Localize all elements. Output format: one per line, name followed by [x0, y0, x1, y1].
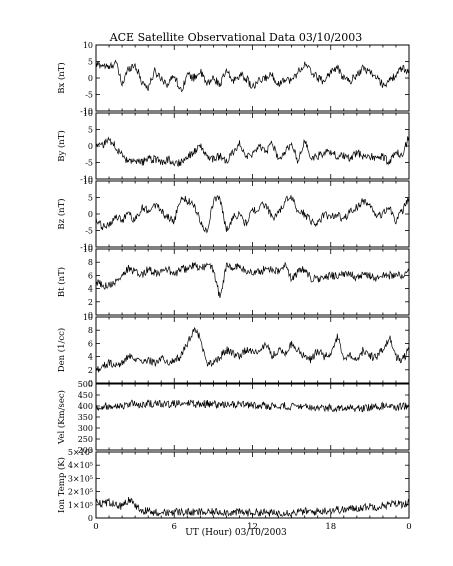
y-tick-label-1-1: -5: [85, 159, 93, 168]
y-tick-label-3-5: 10: [83, 245, 93, 254]
y-axis-label-6: Ion Temp (K): [56, 457, 67, 513]
y-tick-label-5-5: 450: [78, 391, 93, 400]
y-tick-label-2-0: -10: [80, 243, 93, 252]
y-tick-label-4-3: 6: [88, 339, 93, 348]
y-tick-label-6-5: 5×10⁵: [68, 448, 93, 457]
y-tick-label-1-0: -10: [80, 175, 93, 184]
y-tick-label-3-4: 8: [88, 258, 93, 267]
y-tick-label-2-1: -5: [85, 227, 93, 236]
y-tick-label-3-3: 6: [88, 271, 93, 280]
y-tick-label-0-1: -5: [85, 91, 93, 100]
series-line-4: [95, 326, 410, 373]
panel-frame-5: [95, 383, 410, 451]
y-tick-label-5-2: 300: [78, 424, 93, 433]
panel-frame-3: [95, 248, 410, 316]
y-tick-label-6-3: 3×10⁵: [68, 474, 93, 483]
y-tick-label-4-1: 2: [88, 366, 93, 375]
series-line-0: [95, 59, 410, 92]
chart-title: ACE Satellite Observational Data 03/10/2…: [109, 31, 363, 44]
panel-frame-1: [95, 112, 410, 180]
x-axis-label: UT (Hour) 03/10/2003: [185, 527, 287, 538]
y-tick-label-6-0: 0: [88, 514, 93, 523]
y-tick-label-0-4: 10: [83, 41, 93, 50]
y-axis-label-0: Bx (nT): [56, 62, 67, 94]
y-tick-label-5-4: 400: [78, 402, 93, 411]
y-tick-label-1-4: 10: [83, 109, 93, 118]
y-axis-label-5: Vel (Km/sec): [56, 390, 67, 445]
series-line-6: [95, 496, 410, 518]
y-tick-label-2-3: 5: [88, 194, 93, 203]
x-tick-label-1: 6: [172, 522, 177, 532]
y-tick-label-4-2: 4: [88, 353, 93, 362]
y-tick-label-0-2: 0: [88, 74, 93, 83]
y-tick-label-2-4: 10: [83, 177, 93, 186]
y-tick-label-2-2: 0: [88, 210, 93, 219]
x-tick-label-2: 12: [247, 522, 258, 532]
chart-panels: -10 -5 0 5 10 Bx (nT) -10 -5 0 5 10 By (nT) -10 -5 0 5 1…: [56, 41, 412, 532]
y-axis-label-4: Den (1/cc): [56, 328, 67, 372]
y-tick-label-3-2: 4: [88, 285, 93, 294]
y-tick-label-4-4: 8: [88, 326, 93, 335]
y-tick-label-5-0: 200: [78, 446, 93, 455]
y-tick-label-3-1: 2: [88, 298, 93, 307]
x-tick-label-3: 18: [325, 522, 336, 532]
y-axis-label-3: Bt (nT): [56, 267, 67, 297]
series-line-2: [95, 195, 410, 234]
y-axis-label-1: By (nT): [56, 130, 67, 162]
y-tick-label-4-5: 10: [83, 313, 93, 322]
y-tick-label-4-0: 0: [88, 379, 93, 388]
y-tick-label-5-1: 250: [78, 435, 93, 444]
x-tick-label-4: 0: [406, 522, 411, 532]
y-axis-label-2: Bz (nT): [56, 198, 67, 229]
y-tick-label-6-2: 2×10⁵: [68, 488, 93, 497]
y-tick-label-6-1: 1×10⁵: [68, 501, 93, 510]
y-tick-label-0-0: -10: [80, 107, 93, 116]
y-tick-label-3-0: 0: [88, 311, 93, 320]
panel-frame-2: [95, 180, 410, 248]
y-tick-label-0-3: 5: [88, 58, 93, 67]
y-tick-label-5-6: 500: [78, 380, 93, 389]
y-tick-label-5-3: 350: [78, 413, 93, 422]
y-tick-label-1-3: 5: [88, 126, 93, 135]
y-tick-label-1-2: 0: [88, 142, 93, 151]
x-tick-label-0: 0: [93, 522, 98, 532]
panel-frame-0: [95, 44, 410, 112]
y-tick-label-6-4: 4×10⁵: [68, 461, 93, 470]
series-line-3: [95, 261, 410, 298]
series-line-5: [95, 399, 410, 413]
series-line-1: [95, 136, 410, 168]
